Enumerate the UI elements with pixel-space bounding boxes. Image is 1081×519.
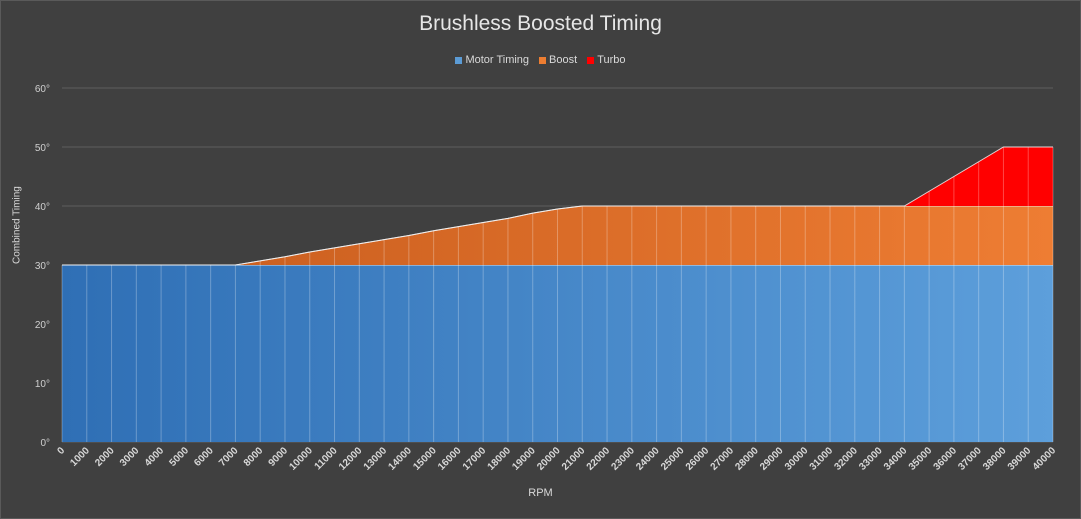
x-tick-label-14000: 14000 <box>387 445 415 473</box>
x-tick-label-8000: 8000 <box>242 445 266 469</box>
series-line-turbo <box>62 146 1053 266</box>
x-tick-label-15000: 15000 <box>411 445 439 473</box>
y-axis-label: Combined Timing <box>11 186 23 264</box>
x-tick-label-18000: 18000 <box>486 445 514 473</box>
area-motor-timing <box>62 265 1053 442</box>
legend-item-boost: Boost <box>539 54 577 66</box>
x-tick-label-17000: 17000 <box>461 445 489 473</box>
legend-swatch-boost <box>539 56 547 64</box>
legend-item-motor-timing: Motor Timing <box>455 54 529 66</box>
x-tick-label-25000: 25000 <box>659 445 687 473</box>
y-tick-label-0: 0° <box>40 438 50 449</box>
x-tick-label-33000: 33000 <box>857 445 885 473</box>
x-tick-label-10000: 10000 <box>287 445 315 473</box>
x-axis-label: RPM <box>528 487 553 499</box>
x-tick-label-4000: 4000 <box>143 445 167 469</box>
x-tick-label-34000: 34000 <box>882 445 910 473</box>
x-tick-label-16000: 16000 <box>436 445 464 473</box>
x-tick-label-12000: 12000 <box>337 445 365 473</box>
area-boost <box>62 206 1053 265</box>
x-tick-label-5000: 5000 <box>167 445 191 469</box>
x-tick-label-36000: 36000 <box>932 445 960 473</box>
x-tick-label-7000: 7000 <box>217 445 241 469</box>
legend-item-turbo: Turbo <box>587 54 626 66</box>
y-tick-label-1: 10° <box>35 379 50 390</box>
x-tick-label-30000: 30000 <box>783 445 811 473</box>
y-tick-label-3: 30° <box>35 261 50 272</box>
y-tick-label-6: 60° <box>35 84 50 95</box>
x-tick-label-13000: 13000 <box>362 445 390 473</box>
x-tick-label-31000: 31000 <box>808 445 836 473</box>
x-tick-label-1000: 1000 <box>68 445 92 469</box>
x-tick-label-20000: 20000 <box>535 445 563 473</box>
x-tick-label-37000: 37000 <box>956 445 984 473</box>
x-tick-label-40000: 40000 <box>1031 445 1059 473</box>
y-tick-label-2: 20° <box>35 320 50 331</box>
x-tick-label-28000: 28000 <box>733 445 761 473</box>
x-tick-label-2000: 2000 <box>93 445 117 469</box>
x-tick-label-38000: 38000 <box>981 445 1009 473</box>
x-tick-label-19000: 19000 <box>510 445 538 473</box>
legend-label-turbo: Turbo <box>597 54 626 66</box>
legend-swatch-turbo <box>587 56 595 64</box>
x-tick-label-22000: 22000 <box>585 445 613 473</box>
x-tick-label-35000: 35000 <box>907 445 935 473</box>
x-tick-label-11000: 11000 <box>313 445 340 472</box>
x-tick-label-27000: 27000 <box>709 445 737 473</box>
x-tick-label-26000: 26000 <box>684 445 712 473</box>
legend-label-boost: Boost <box>549 54 578 66</box>
x-tick-label-24000: 24000 <box>634 445 662 473</box>
x-tick-label-3000: 3000 <box>118 445 142 469</box>
legend-label-motor-timing: Motor Timing <box>465 54 530 66</box>
legend-swatch-motor-timing <box>455 56 463 64</box>
x-tick-label-39000: 39000 <box>1006 445 1034 473</box>
x-tick-label-29000: 29000 <box>758 445 786 473</box>
x-tick-label-0: 0 <box>55 445 67 457</box>
y-tick-label-5: 50° <box>35 143 50 154</box>
y-tick-label-4: 40° <box>35 202 50 213</box>
chart-title: Brushless Boosted Timing <box>419 12 662 35</box>
x-tick-label-32000: 32000 <box>832 445 860 473</box>
x-tick-label-23000: 23000 <box>610 445 638 473</box>
x-tick-label-6000: 6000 <box>192 445 216 469</box>
x-tick-label-21000: 21000 <box>560 445 588 473</box>
legend: Motor Timing Boost Turbo <box>0 54 1081 66</box>
